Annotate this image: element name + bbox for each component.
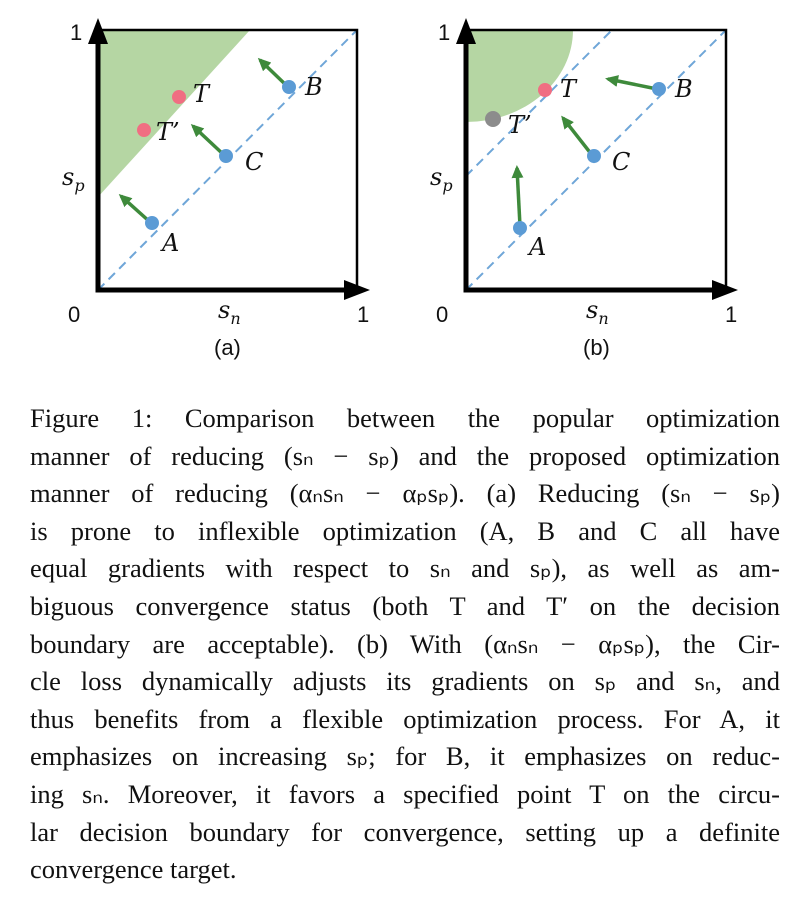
panel-a-arrow-c xyxy=(190,123,226,157)
panel-b-right-border xyxy=(466,28,728,290)
caption-line: is prone to inflexible optimization (A, … xyxy=(30,515,780,546)
panel-a-y-arrowhead xyxy=(88,18,108,44)
caption-line: manner of reducing (αₙsₙ − αₚsₚ). (a) Re… xyxy=(30,478,780,509)
panel-a-decision-region xyxy=(98,30,250,197)
panel-b-x-arrowhead xyxy=(712,280,738,300)
panel-a-point-t-prime xyxy=(137,123,151,137)
caption-line: equal gradients with respect to sₙ and s… xyxy=(30,553,780,584)
panel-b-origin-label: 0 xyxy=(436,302,448,327)
panel-a-x-axis-label: sn xyxy=(218,296,241,328)
panel-a-label-a: A xyxy=(160,229,179,257)
panel-b-x-max-label: 1 xyxy=(725,302,737,327)
panel-a-x-max-label: 1 xyxy=(357,302,369,327)
panel-a-point-a xyxy=(145,216,159,230)
panel-b-y-arrowhead xyxy=(456,18,476,44)
panel-b-point-b xyxy=(652,82,666,96)
panel-b: A C B T T’ 1 0 1 sp sn (b) xyxy=(430,18,738,360)
panel-a-point-b xyxy=(282,80,296,94)
panel-b-label-t: T xyxy=(560,75,578,103)
panel-a-label-c: C xyxy=(245,148,263,176)
panel-a-caption-label: (a) xyxy=(214,335,241,360)
panel-a-arrow-a xyxy=(118,193,152,224)
panel-b-arrow-c xyxy=(561,115,594,157)
panel-a-y-axis-label: sp xyxy=(62,163,85,195)
caption-line: convergence target. xyxy=(30,854,237,885)
caption-line: boundary are acceptable). (b) With (αₙsₙ… xyxy=(30,628,780,659)
figure-caption: Figure 1: Comparison between the popular… xyxy=(30,400,780,889)
panel-b-axes xyxy=(463,34,722,293)
panel-b-dashed-boundary-upper xyxy=(465,29,613,177)
caption-line: thus benefits from a flexible optimizati… xyxy=(30,703,780,734)
panel-b-decision-region xyxy=(466,30,573,122)
panel-a-label-b: B xyxy=(304,73,323,101)
panel-b-label-c: C xyxy=(612,148,630,176)
panel-a-label-t-prime: T’ xyxy=(156,118,180,146)
panel-b-y-max-label: 1 xyxy=(438,20,450,45)
panel-b-y-axis-label: sp xyxy=(430,163,453,195)
panel-b-point-t xyxy=(538,83,552,97)
panel-a-origin-label: 0 xyxy=(68,302,80,327)
caption-line: lar decision boundary for convergence, s… xyxy=(30,816,780,847)
panel-b-point-a xyxy=(513,221,527,235)
caption-line: ing sₙ. Moreover, it favors a specified … xyxy=(30,778,780,809)
panel-a-axes xyxy=(95,34,354,293)
panel-a-point-c xyxy=(219,149,233,163)
panel-b-point-t-prime xyxy=(485,111,501,127)
figure-svg: A C B T T’ 1 0 1 sp sn (a) xyxy=(62,18,738,360)
panel-a-point-t xyxy=(172,90,186,104)
caption-line: biguous convergence status (both T and T… xyxy=(30,590,780,621)
caption-line: cle loss dynamically adjusts its gradien… xyxy=(30,666,780,697)
figure-1: A C B T T’ 1 0 1 sp sn (a) xyxy=(0,0,810,380)
panel-b-point-c xyxy=(587,149,601,163)
panel-a-y-max-label: 1 xyxy=(70,20,82,45)
panel-a-label-t: T xyxy=(193,80,211,108)
caption-line: emphasizes on increasing sₚ; for B, it e… xyxy=(30,741,780,772)
panel-b-arrow-a xyxy=(511,165,524,227)
caption-line: manner of reducing (sₙ − sₚ) and the pro… xyxy=(30,440,780,471)
panel-a-arrow-b xyxy=(257,57,289,88)
panel-a-right-border xyxy=(98,28,359,290)
panel-a-x-arrowhead xyxy=(344,280,370,300)
caption-line: Figure 1: Comparison between the popular… xyxy=(30,403,780,433)
panel-b-x-axis-label: sn xyxy=(586,296,609,328)
panel-b-label-a: A xyxy=(527,233,546,261)
panel-b-label-b: B xyxy=(674,75,693,103)
panel-b-arrow-b xyxy=(605,75,658,91)
panel-a: A C B T T’ 1 0 1 sp sn (a) xyxy=(62,18,370,360)
panel-b-caption-label: (b) xyxy=(583,335,610,360)
panel-b-label-t-prime: T’ xyxy=(508,111,532,139)
